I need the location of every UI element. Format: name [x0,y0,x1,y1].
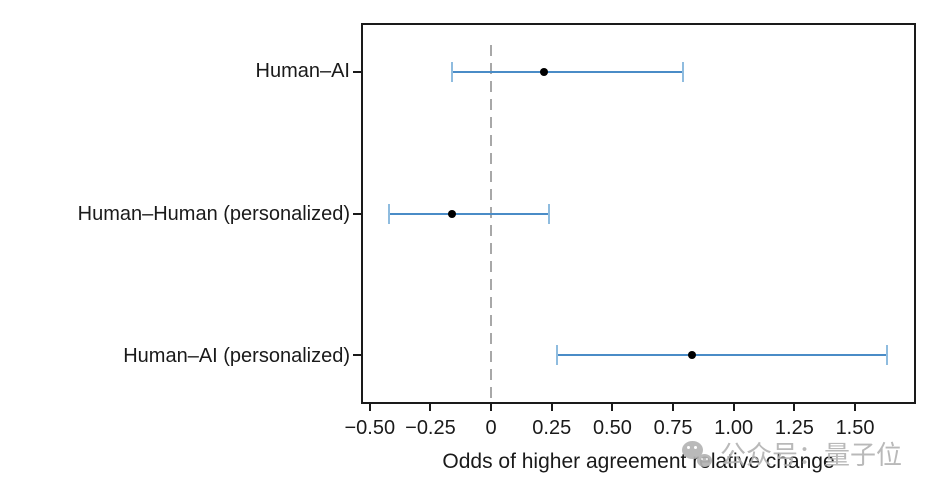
zero-reference-line [490,45,493,402]
x-axis-tick [490,404,493,411]
x-axis-tick-label: 1.50 [835,417,875,439]
point-estimate-dot [688,350,697,359]
wechat-bubble-small [697,454,712,467]
plot-area: −0.50 −0.25 0 0.25 0.50 0.75 1.00 1.25 1.50 [344,23,916,439]
x-axis-tick-label: −0.25 [405,417,456,439]
x-axis-tick [550,404,553,411]
x-axis-tick-label: 0 [485,417,497,439]
errorbar-cap-low [388,203,391,224]
errorbar-cap-low [451,62,454,83]
errorbar-cap-high [681,62,684,83]
wechat-bubble-large [682,441,703,459]
y-axis-labels: Human–AI Human–Human (personalized) Human–… [0,23,350,404]
x-axis-tick [672,404,675,411]
errorbar-cap-high [548,203,551,224]
errorbar-line [389,212,550,215]
wechat-icon [682,441,713,469]
y-axis-category-label: Human–Human (personalized) [77,202,350,225]
x-axis-tick-label: −0.50 [344,417,396,439]
x-axis-tick-label: 1.00 [714,417,754,439]
watermark-text: 公众号：量子位 [720,440,903,470]
x-axis-tick [793,404,796,411]
x-axis-tick [732,404,735,411]
errorbar-cap-high [885,344,888,365]
errorbar-line [452,71,683,74]
watermark: 公众号：量子位 [682,438,902,472]
x-axis-tick [429,404,432,411]
x-axis-tick-label: 0.25 [532,417,572,439]
y-axis-tick [353,212,361,215]
y-axis-tick [353,353,361,356]
y-axis-tick [353,71,361,74]
x-axis-tick [611,404,614,411]
x-axis-tick-label: 0.75 [653,417,693,439]
y-axis-category-label: Human–AI [255,59,351,82]
x-axis-title: Odds of higher agreement relative change [442,450,835,473]
x-axis-tick-label: 1.25 [774,417,814,439]
x-axis-tick [368,404,371,411]
errorbar-line [556,353,887,356]
x-axis-tick [854,404,857,411]
errorbar-cap-low [555,344,558,365]
point-estimate-dot [540,68,549,77]
y-axis-category-label: Human–AI (personalized) [123,345,350,368]
x-axis-tick-label: 0.50 [592,417,632,439]
point-estimate-dot [448,209,457,218]
